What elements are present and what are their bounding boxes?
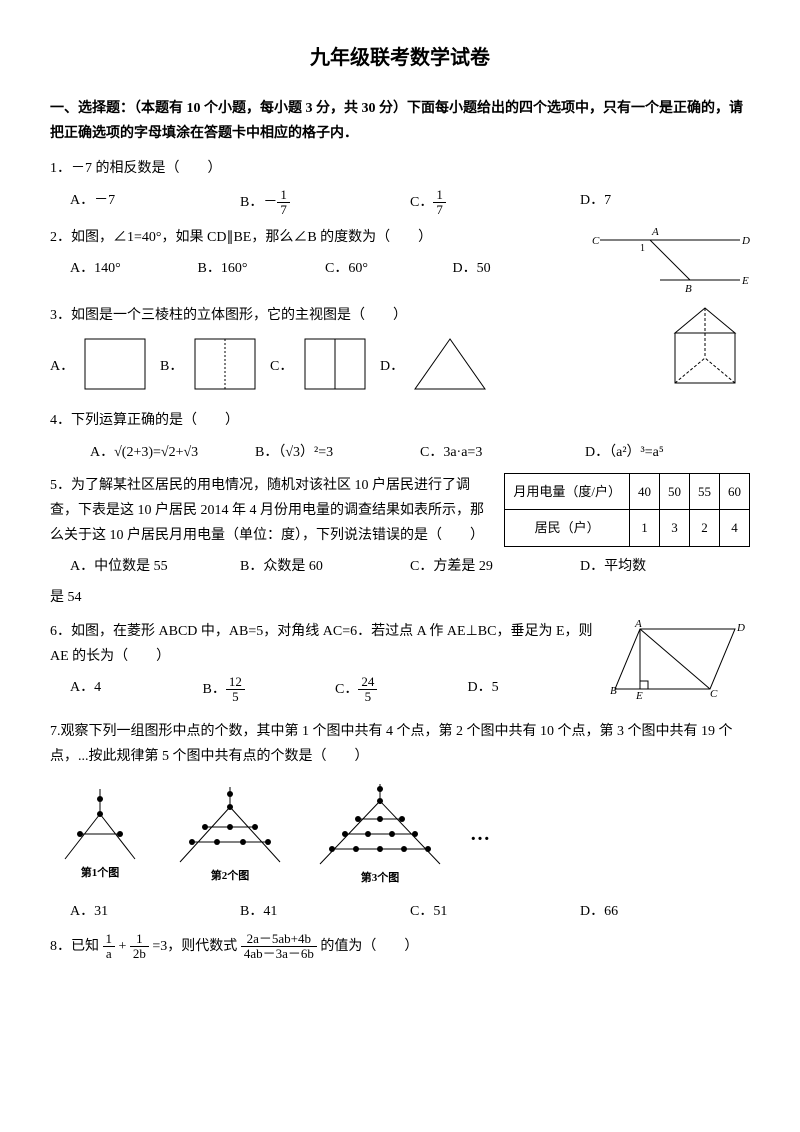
question-7: 7.观察下列一组图形中点的个数，其中第 1 个图中共有 4 个点，第 2 个图中… bbox=[50, 719, 750, 924]
q4-stem: 4．下列运算正确的是（ ） bbox=[50, 408, 750, 433]
q6-opt-a: A．4 bbox=[70, 675, 203, 705]
q7-pattern-3: 第3个图 bbox=[310, 779, 450, 889]
q3-shape-b bbox=[190, 334, 260, 394]
q4-opt-d: D．（a²）³=a⁵ bbox=[585, 440, 750, 465]
q7-stem: 7.观察下列一组图形中点的个数，其中第 1 个图中共有 4 个点，第 2 个图中… bbox=[50, 719, 750, 769]
svg-text:E: E bbox=[741, 275, 749, 287]
q7-opt-a: A．31 bbox=[70, 899, 240, 924]
q6-opt-c: C．245 bbox=[335, 675, 468, 705]
q2-figure: A C D B E 1 bbox=[590, 225, 750, 295]
q4-opt-a: A．√(2+3)=√2+√3 bbox=[90, 440, 255, 465]
q6-opt-b: B．125 bbox=[203, 675, 336, 705]
q5-table: 月用电量（度/户） 40 50 55 60 居民（户） 1 3 2 4 bbox=[504, 473, 750, 547]
q2-opt-d: D．50 bbox=[453, 256, 581, 281]
q6-figure: A D B C E bbox=[610, 619, 750, 699]
q5-opt-c: C．方差是 29 bbox=[410, 554, 580, 579]
svg-text:B: B bbox=[610, 685, 617, 697]
q2-opt-c: C．60° bbox=[325, 256, 453, 281]
q1-opt-c: C．17 bbox=[410, 188, 580, 218]
q4-opt-b: B．（√3）²=3 bbox=[255, 440, 420, 465]
q3-opt-a-label: A． bbox=[50, 334, 70, 379]
q3-opt-c-label: C． bbox=[270, 334, 290, 379]
section-1-header: 一、选择题：（本题有 10 个小题，每小题 3 分，共 30 分）下面每小题给出… bbox=[50, 96, 750, 146]
question-8: 8．已知 1a + 12b =3，则代数式 2a－5ab+4b4ab－3a－6b… bbox=[50, 932, 750, 962]
q1-opt-a: A．－7 bbox=[70, 188, 240, 218]
q5-opt-d: D．平均数 bbox=[580, 554, 750, 579]
question-5: 月用电量（度/户） 40 50 55 60 居民（户） 1 3 2 4 5．为了… bbox=[50, 473, 750, 611]
svg-text:C: C bbox=[710, 688, 718, 699]
svg-text:D: D bbox=[736, 622, 745, 634]
q7-pattern-2: 第2个图 bbox=[170, 782, 290, 887]
q7-opt-b: B．41 bbox=[240, 899, 410, 924]
q3-shape-c bbox=[300, 334, 370, 394]
q7-ellipsis: … bbox=[470, 816, 490, 852]
question-2: A C D B E 1 2．如图，∠1=40°，如果 CD∥BE，那么∠B 的度… bbox=[50, 225, 750, 295]
q5-opt-d-cont: 是 54 bbox=[50, 585, 750, 610]
question-3: 3．如图是一个三棱柱的立体图形，它的主视图是（ ） A． B． C． D． bbox=[50, 303, 750, 400]
q1-stem: 1．－7 的相反数是（ ） bbox=[50, 156, 750, 181]
q7-opt-d: D．66 bbox=[580, 899, 750, 924]
svg-text:A: A bbox=[651, 226, 659, 238]
q3-prism-figure bbox=[660, 303, 750, 393]
q1-opt-d: D．7 bbox=[580, 188, 750, 218]
q3-opt-b-label: B． bbox=[160, 334, 180, 379]
svg-text:1: 1 bbox=[640, 243, 645, 254]
q2-opt-a: A．140° bbox=[70, 256, 198, 281]
svg-text:E: E bbox=[635, 690, 643, 699]
question-1: 1．－7 的相反数是（ ） A．－7 B．－17 C．17 D．7 bbox=[50, 156, 750, 217]
svg-text:A: A bbox=[634, 619, 642, 630]
question-4: 4．下列运算正确的是（ ） A．√(2+3)=√2+√3 B．（√3）²=3 C… bbox=[50, 408, 750, 464]
exam-title: 九年级联考数学试卷 bbox=[50, 40, 750, 76]
q2-opt-b: B．160° bbox=[198, 256, 326, 281]
q3-shape-d bbox=[410, 334, 490, 394]
q3-opt-d-label: D． bbox=[380, 334, 400, 379]
svg-text:D: D bbox=[741, 235, 750, 247]
q3-stem: 3．如图是一个三棱柱的立体图形，它的主视图是（ ） bbox=[50, 303, 750, 328]
q6-opt-d: D．5 bbox=[468, 675, 601, 705]
q5-opt-b: B．众数是 60 bbox=[240, 554, 410, 579]
q3-shape-a bbox=[80, 334, 150, 394]
q7-opt-c: C．51 bbox=[410, 899, 580, 924]
q4-opt-c: C．3a·a=3 bbox=[420, 440, 585, 465]
svg-text:C: C bbox=[592, 235, 600, 247]
svg-text:B: B bbox=[685, 283, 692, 295]
q7-patterns: 第1个图 第2个图 bbox=[50, 779, 750, 889]
q5-opt-a: A．中位数是 55 bbox=[70, 554, 240, 579]
q7-pattern-1: 第1个图 bbox=[50, 784, 150, 884]
q1-opt-b: B．－17 bbox=[240, 188, 410, 218]
question-6: A D B C E 6．如图，在菱形 ABCD 中，AB=5，对角线 AC=6．… bbox=[50, 619, 750, 711]
